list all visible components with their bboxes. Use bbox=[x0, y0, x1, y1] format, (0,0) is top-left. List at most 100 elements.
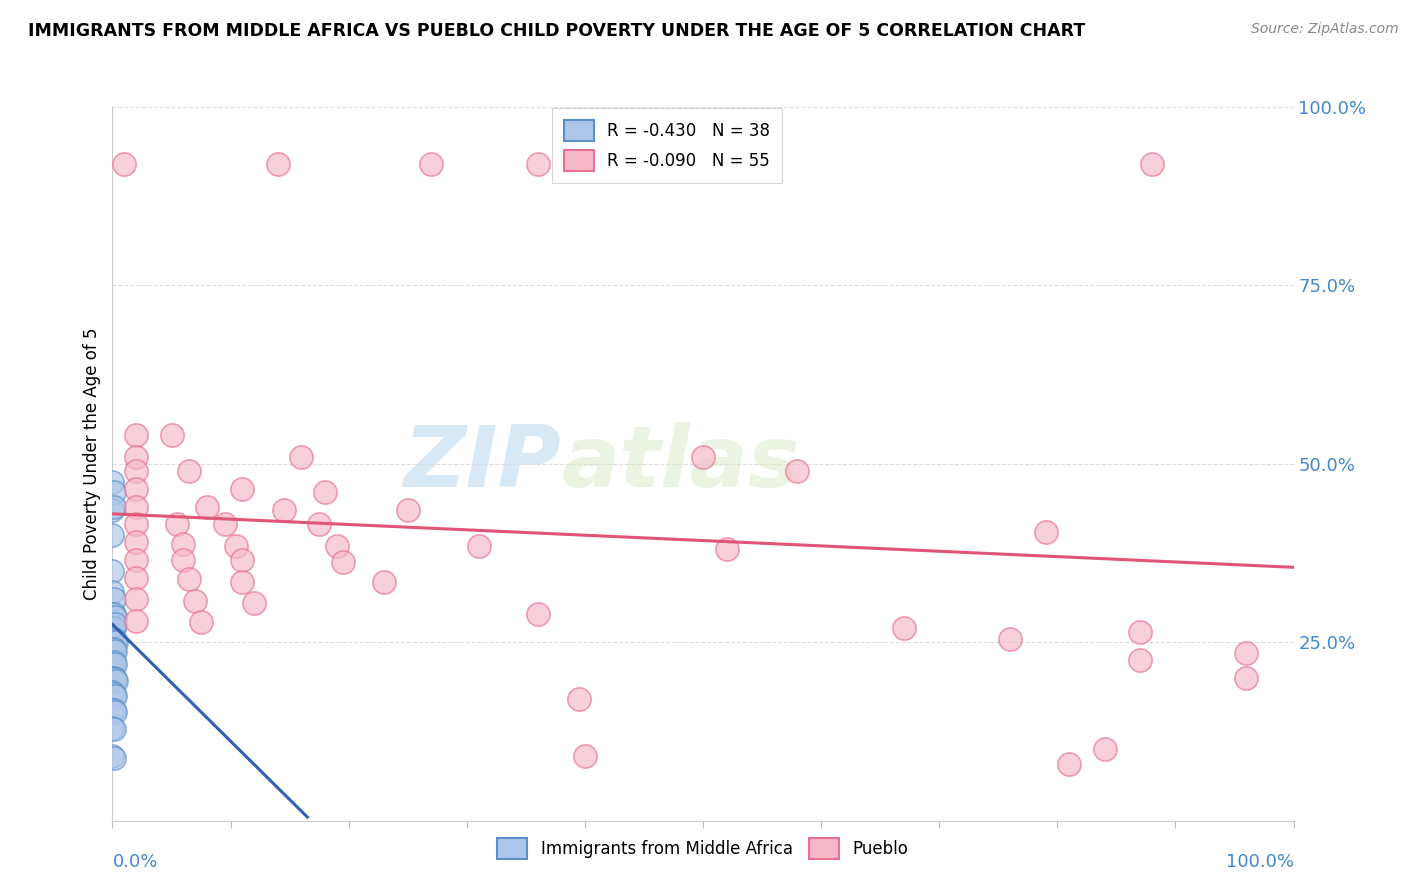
Y-axis label: Child Poverty Under the Age of 5: Child Poverty Under the Age of 5 bbox=[83, 327, 101, 600]
Point bbox=[166, 517, 188, 532]
Point bbox=[125, 517, 148, 532]
Point bbox=[526, 157, 548, 171]
Point bbox=[101, 671, 124, 685]
Point bbox=[101, 657, 124, 671]
Point bbox=[231, 482, 253, 496]
Point bbox=[396, 503, 419, 517]
Point bbox=[214, 517, 236, 532]
Text: Source: ZipAtlas.com: Source: ZipAtlas.com bbox=[1251, 22, 1399, 37]
Point bbox=[195, 500, 218, 514]
Point bbox=[103, 751, 125, 765]
Point bbox=[103, 687, 125, 701]
Point bbox=[179, 573, 201, 587]
Text: 0.0%: 0.0% bbox=[112, 853, 157, 871]
Point bbox=[112, 157, 135, 171]
Point bbox=[308, 517, 330, 532]
Point bbox=[716, 542, 738, 557]
Point bbox=[332, 555, 354, 569]
Point bbox=[1234, 671, 1257, 685]
Point bbox=[125, 614, 148, 628]
Point bbox=[290, 450, 312, 464]
Point bbox=[104, 689, 127, 703]
Point bbox=[160, 428, 183, 442]
Point bbox=[103, 621, 125, 635]
Point bbox=[125, 592, 148, 607]
Point bbox=[101, 585, 124, 599]
Point bbox=[103, 485, 125, 500]
Point bbox=[273, 503, 295, 517]
Point bbox=[104, 633, 127, 648]
Point bbox=[101, 621, 124, 635]
Point bbox=[467, 539, 489, 553]
Point bbox=[267, 157, 290, 171]
Legend: Immigrants from Middle Africa, Pueblo: Immigrants from Middle Africa, Pueblo bbox=[491, 831, 915, 866]
Point bbox=[1234, 646, 1257, 660]
Point bbox=[420, 157, 443, 171]
Point bbox=[231, 553, 253, 567]
Point bbox=[893, 621, 915, 635]
Point bbox=[104, 673, 127, 687]
Point bbox=[1057, 756, 1080, 771]
Point bbox=[101, 632, 124, 646]
Point bbox=[125, 464, 148, 478]
Point bbox=[125, 500, 148, 514]
Text: atlas: atlas bbox=[561, 422, 800, 506]
Point bbox=[125, 571, 148, 585]
Point bbox=[103, 723, 125, 737]
Point bbox=[125, 428, 148, 442]
Point bbox=[1140, 157, 1163, 171]
Point bbox=[101, 721, 124, 735]
Point bbox=[103, 632, 125, 646]
Text: 100.0%: 100.0% bbox=[1226, 853, 1294, 871]
Point bbox=[190, 615, 212, 630]
Point bbox=[103, 607, 125, 621]
Point bbox=[568, 692, 591, 706]
Text: ZIP: ZIP bbox=[404, 422, 561, 506]
Point bbox=[692, 450, 714, 464]
Point bbox=[179, 464, 201, 478]
Point bbox=[101, 607, 124, 621]
Point bbox=[526, 607, 548, 621]
Point bbox=[1035, 524, 1057, 539]
Point bbox=[125, 482, 148, 496]
Point bbox=[314, 485, 336, 500]
Point bbox=[326, 539, 349, 553]
Point bbox=[101, 503, 124, 517]
Point bbox=[103, 592, 125, 607]
Point bbox=[1129, 624, 1152, 639]
Point bbox=[103, 500, 125, 514]
Point bbox=[104, 617, 127, 632]
Point bbox=[243, 596, 266, 610]
Point bbox=[574, 749, 596, 764]
Point bbox=[104, 610, 127, 624]
Point bbox=[103, 671, 125, 685]
Point bbox=[373, 574, 395, 589]
Point bbox=[101, 642, 124, 657]
Point bbox=[105, 674, 128, 689]
Point bbox=[103, 655, 125, 669]
Point bbox=[231, 574, 253, 589]
Point bbox=[125, 450, 148, 464]
Point bbox=[172, 537, 194, 551]
Text: IMMIGRANTS FROM MIDDLE AFRICA VS PUEBLO CHILD POVERTY UNDER THE AGE OF 5 CORRELA: IMMIGRANTS FROM MIDDLE AFRICA VS PUEBLO … bbox=[28, 22, 1085, 40]
Point bbox=[105, 635, 128, 649]
Point bbox=[1094, 742, 1116, 756]
Point bbox=[172, 553, 194, 567]
Point bbox=[101, 685, 124, 699]
Point bbox=[101, 475, 124, 489]
Point bbox=[786, 464, 808, 478]
Point bbox=[125, 535, 148, 549]
Point bbox=[1129, 653, 1152, 667]
Point bbox=[184, 594, 207, 608]
Point bbox=[998, 632, 1021, 646]
Point bbox=[101, 528, 124, 542]
Point bbox=[103, 703, 125, 717]
Point bbox=[104, 644, 127, 658]
Point bbox=[225, 539, 247, 553]
Point bbox=[104, 657, 127, 671]
Point bbox=[104, 705, 127, 719]
Point bbox=[103, 642, 125, 657]
Point bbox=[101, 564, 124, 578]
Point bbox=[125, 553, 148, 567]
Point bbox=[101, 749, 124, 764]
